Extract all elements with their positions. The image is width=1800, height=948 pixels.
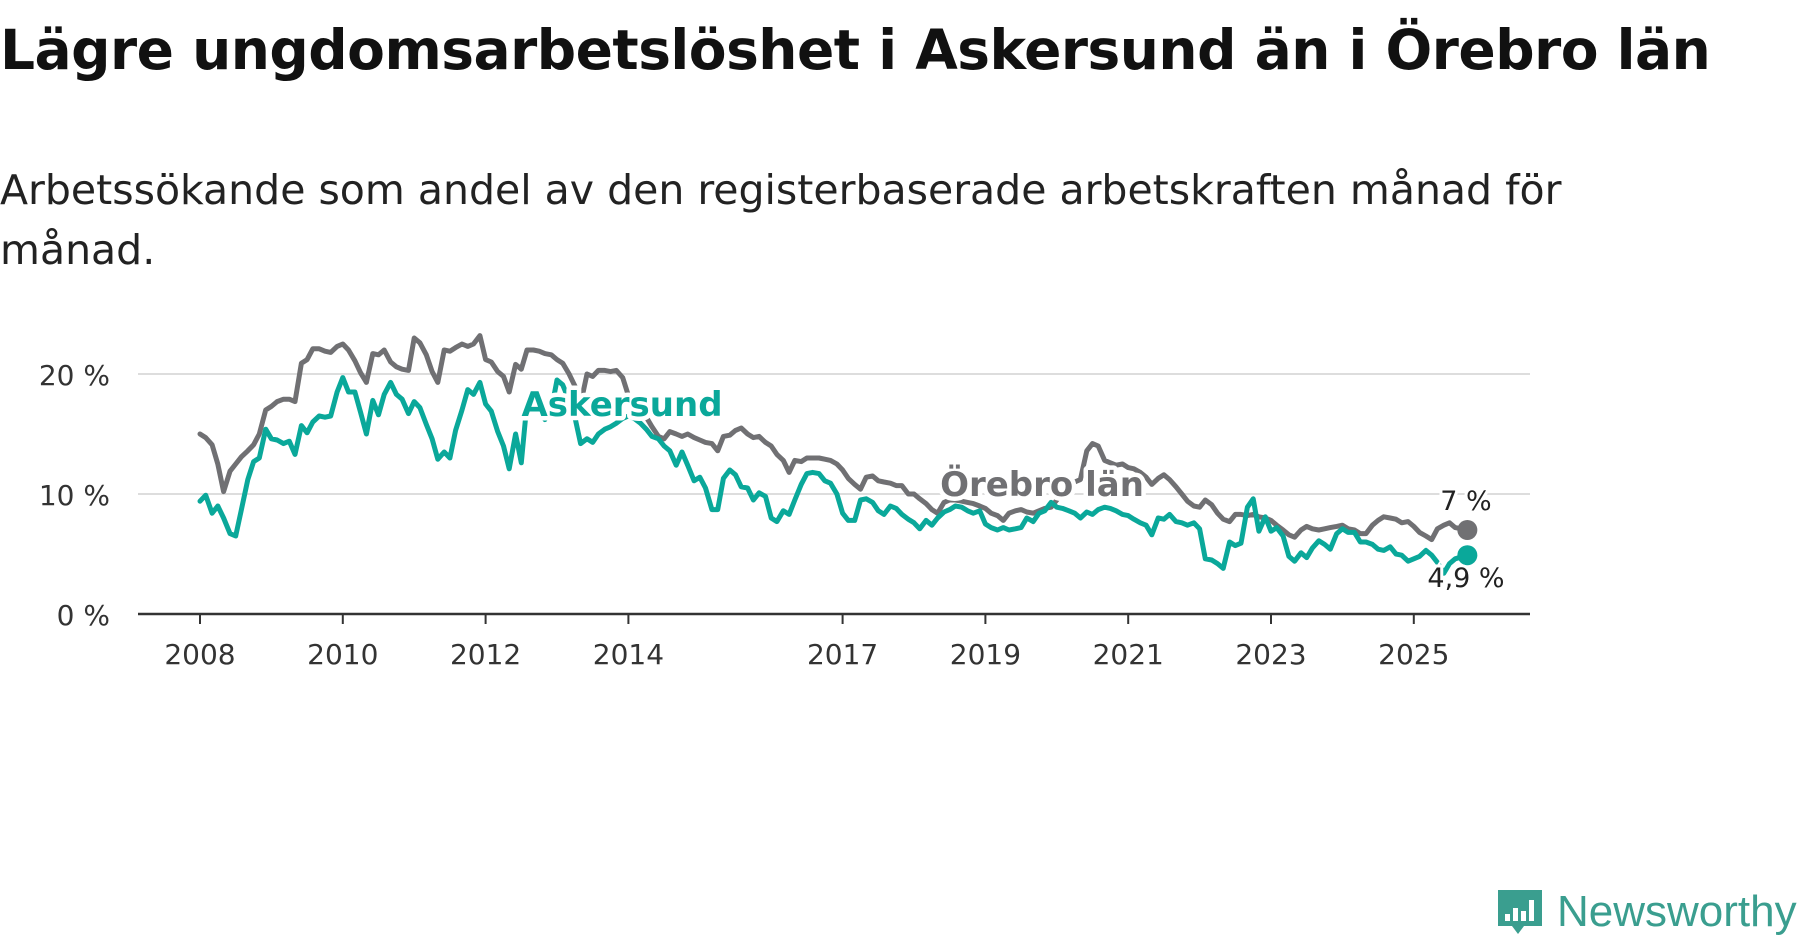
y-tick-label: 0 % — [57, 599, 110, 632]
y-tick-label: 10 % — [39, 479, 110, 512]
newsworthy-logo: Newsworthy — [1490, 886, 1797, 938]
x-tick-label: 2019 — [950, 638, 1021, 671]
chart-title: Lägre ungdomsarbetslöshet i Askersund än… — [0, 18, 1711, 82]
x-tick-label: 2008 — [164, 638, 235, 671]
x-tick-label: 2017 — [807, 638, 878, 671]
end-point-askersund — [1457, 545, 1478, 566]
series-lines — [197, 333, 1478, 576]
series-label-rebroln: Örebro län — [940, 464, 1144, 505]
series-line-askersund — [197, 375, 1470, 576]
x-tick-label: 2025 — [1378, 638, 1449, 671]
series-line-rebroln — [197, 333, 1470, 543]
end-value-label-rebroln: 7 % — [1440, 486, 1491, 517]
chart-subtitle: Arbetssökande som andel av den registerb… — [0, 166, 1562, 274]
newsworthy-wordmark: Newsworthy — [1557, 887, 1797, 936]
x-axis: 2008 2010 2012 2014 2017 2019 2021 2023 2025 — [138, 612, 1530, 671]
end-point-rebroln — [1457, 520, 1478, 540]
y-tick-label: 20 % — [39, 359, 110, 392]
x-tick-label: 2010 — [307, 638, 378, 671]
line-chart: 0 % 10 % 20 % 2008 2010 2012 2014 2017 2019 2021… — [39, 333, 1530, 671]
y-axis-tick-labels: 0 % 10 % 20 % — [39, 359, 110, 632]
x-tick-label: 2012 — [450, 638, 521, 671]
x-tick-label: 2014 — [593, 638, 664, 671]
series-label-askersund: Askersund — [521, 385, 722, 425]
x-tick-label: 2021 — [1093, 638, 1164, 671]
x-tick-label: 2023 — [1235, 638, 1306, 671]
series-labels: Örebro län Askersund 7 % 4,9 % — [517, 381, 1508, 598]
newsworthy-chart-icon — [1498, 890, 1542, 934]
end-value-label-askersund: 4,9 % — [1427, 563, 1504, 594]
